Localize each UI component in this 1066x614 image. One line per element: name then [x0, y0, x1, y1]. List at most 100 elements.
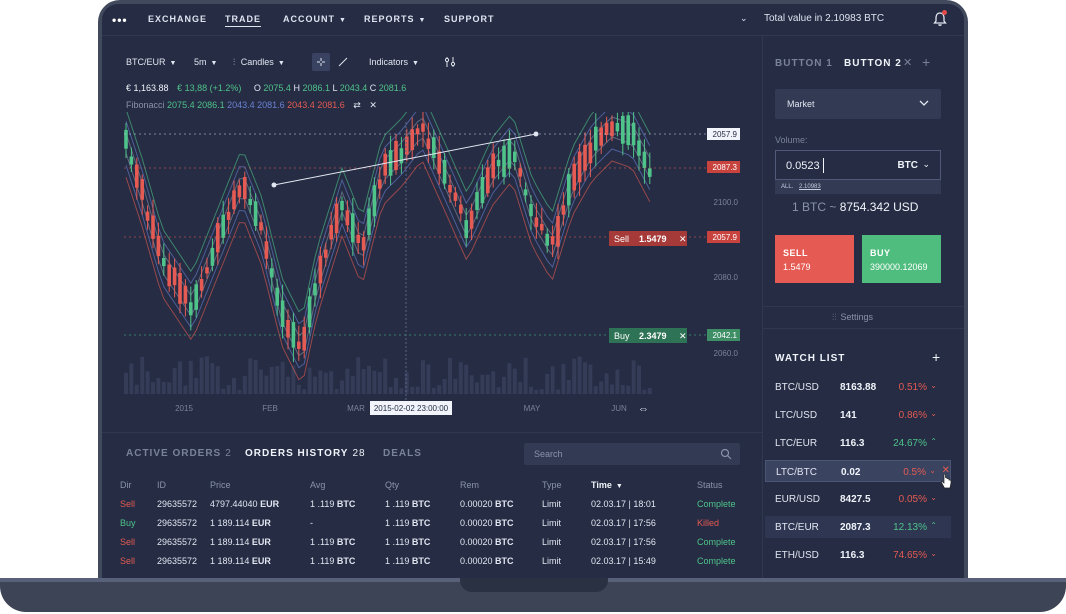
interval-select[interactable]: 5m ▼	[194, 57, 217, 67]
order-dir: Sell	[120, 536, 136, 547]
volume-bar	[172, 368, 177, 394]
price-tags: 2057.9 2087.3 2057.9 2042.1	[707, 128, 740, 341]
candle	[334, 203, 339, 234]
watchlist-item[interactable]: LTC/BTC 0.02 0.5% ⌄ ✕	[765, 460, 951, 482]
nav-reports[interactable]: REPORTS ▼	[364, 14, 426, 24]
buy-order-tag[interactable]: Buy 2.3479 ✕	[609, 328, 687, 343]
trend-line-handle[interactable]	[533, 131, 539, 137]
y-tick-label: 2060.0	[714, 349, 739, 358]
col-id[interactable]: ID	[157, 480, 166, 490]
total-value[interactable]: ⌄ Total value in 2.10983 BTC	[740, 13, 884, 24]
volume-unit[interactable]: BTC	[897, 160, 918, 171]
close-icon[interactable]: ✕	[369, 100, 377, 110]
sell-button[interactable]: SELL 1.5479	[775, 235, 854, 283]
close-tab-icon[interactable]: ✕	[903, 57, 913, 69]
watchlist-item[interactable]: LTC/EUR 116.3 24.67% ⌃	[765, 432, 951, 454]
trend-line-handle[interactable]	[271, 182, 277, 188]
sliders-icon	[444, 57, 456, 67]
volume-bar	[367, 365, 371, 394]
close-label: C	[369, 83, 377, 93]
chart-settings-button[interactable]	[441, 53, 459, 71]
col-rem[interactable]: Rem	[460, 480, 480, 490]
remove-watch-icon[interactable]: ✕	[941, 465, 950, 476]
search-input[interactable]: Search	[534, 449, 563, 459]
volume-bar	[599, 381, 604, 394]
swap-icon[interactable]: ⇄	[353, 100, 361, 110]
nav-trade[interactable]: TRADE	[225, 14, 261, 27]
x-axis: 2015 FEB MAR MAY JUN	[175, 404, 627, 413]
search-icon[interactable]	[720, 448, 732, 460]
watchlist-item[interactable]: ETH/USD 116.3 74.65% ⌄	[765, 544, 951, 566]
order-avg-currency: BTC	[334, 555, 356, 566]
nav-exchange[interactable]: EXCHANGE	[148, 14, 208, 24]
indicators-select[interactable]: Indicators ▼	[369, 57, 419, 67]
order-qty: 1 .119 BTC	[385, 551, 460, 570]
col-type[interactable]: Type	[542, 480, 562, 490]
candle	[124, 129, 128, 149]
chevron-down-icon: ⌄	[930, 409, 937, 418]
line-tool-button[interactable]	[334, 53, 352, 71]
fibonacci-bands	[125, 112, 651, 381]
tab-orders-history[interactable]: ORDERS HISTORY 28	[245, 448, 366, 459]
crosshair-tool-button[interactable]	[312, 53, 330, 71]
watchlist-change: 0.86%	[898, 410, 927, 421]
volume-bar	[647, 388, 652, 394]
settings-button[interactable]: ⫶⫶ Settings	[832, 312, 873, 323]
tab-button-1[interactable]: BUTTON 1	[775, 58, 833, 69]
all-value[interactable]: 2.10983	[799, 184, 821, 190]
candle	[189, 302, 193, 316]
scroll-arrows-icon[interactable]: ⇔	[638, 403, 649, 415]
candle	[259, 222, 263, 231]
candle	[172, 267, 177, 286]
volume-bar	[302, 389, 307, 394]
tab-active-orders[interactable]: ACTIVE ORDERS 2	[126, 448, 232, 459]
chart-type-select[interactable]: ⫶ Candles ▼	[233, 57, 285, 68]
candle	[270, 268, 274, 278]
buy-button[interactable]: BUY 390000.12069	[862, 235, 941, 283]
nav-account[interactable]: ACCOUNT ▼	[283, 14, 347, 24]
table-row[interactable]: Sell 29635572 1 189.114 EUR 1 .119 BTC 1 .11…	[120, 532, 757, 551]
price-tag: 2087.3	[707, 161, 740, 173]
col-time[interactable]: Time ▼	[591, 476, 697, 494]
table-row[interactable]: Sell 29635572 4797.44040 EUR 1 .119 BTC 1 .1…	[120, 494, 757, 513]
candle	[183, 285, 188, 304]
add-tab-icon[interactable]: +	[922, 54, 931, 70]
remove-order-icon[interactable]: ✕	[679, 234, 687, 244]
tab-button-2[interactable]: BUTTON 2	[844, 58, 902, 69]
nav-support[interactable]: SUPPORT	[444, 14, 495, 24]
watchlist-item[interactable]: EUR/USD 8427.5 0.05% ⌄	[765, 488, 951, 510]
col-dir[interactable]: Dir	[120, 480, 132, 490]
add-watch-icon[interactable]: +	[932, 349, 941, 365]
watchlist-item[interactable]: BTC/EUR 2087.3 12.13% ⌃	[765, 516, 951, 538]
orders-search[interactable]: Search	[524, 443, 740, 465]
pair-select[interactable]: BTC/EUR ▼	[126, 57, 176, 67]
high-label: H	[293, 83, 300, 93]
volume-value[interactable]: 0.0523	[786, 160, 820, 172]
sell-order-tag[interactable]: Sell 1.5479 ✕	[609, 231, 687, 246]
watchlist-item[interactable]: BTC/USD 8163.88 0.51% ⌄	[765, 376, 951, 398]
candle	[437, 151, 441, 174]
order-rem: 0.00020 BTC	[460, 494, 542, 513]
watchlist-item[interactable]: LTC/USD 141 0.86% ⌄	[765, 404, 951, 426]
col-status[interactable]: Status	[697, 480, 723, 490]
volume-bar	[178, 361, 182, 394]
col-price[interactable]: Price	[210, 480, 231, 490]
menu-dots-icon[interactable]: •••	[112, 13, 128, 27]
volume-input[interactable]: 0.0523 BTC ⌄	[775, 150, 941, 180]
candle	[459, 204, 463, 214]
col-avg[interactable]: Avg	[310, 480, 326, 490]
candle	[345, 210, 350, 226]
chevron-down-icon[interactable]: ⌄	[922, 159, 930, 169]
volume-bars	[124, 356, 652, 394]
col-qty[interactable]: Qty	[385, 480, 400, 490]
remove-order-icon[interactable]: ✕	[679, 331, 687, 341]
all-balance[interactable]: ALL. 2.10983	[775, 180, 941, 194]
order-avg-currency: BTC	[334, 498, 356, 509]
trend-line[interactable]	[273, 133, 537, 186]
all-label: ALL	[781, 184, 792, 190]
price-chart[interactable]: 2100.0 2080.0 2060.0 2057.9 2087.3 2057.9 204…	[102, 112, 762, 424]
table-row[interactable]: Sell 29635572 1 189.114 EUR 1 .119 BTC 1 .11…	[120, 551, 757, 570]
order-type-select[interactable]: Market	[775, 89, 941, 119]
table-row[interactable]: Buy 29635572 1 189.114 EUR -1 .119 BTC 0.000…	[120, 513, 757, 532]
tab-deals[interactable]: DEALS	[383, 448, 422, 459]
